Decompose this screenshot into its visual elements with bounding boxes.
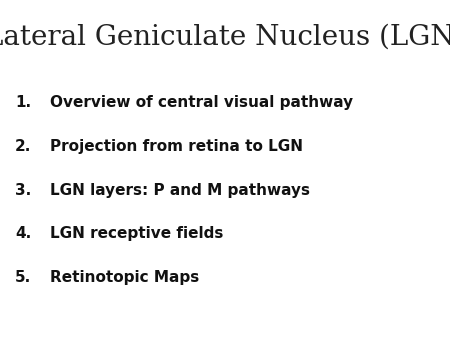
Text: Retinotopic Maps: Retinotopic Maps — [50, 270, 199, 285]
Text: 1.: 1. — [15, 95, 32, 110]
Text: Overview of central visual pathway: Overview of central visual pathway — [50, 95, 353, 110]
Text: Projection from retina to LGN: Projection from retina to LGN — [50, 139, 302, 153]
Text: LGN receptive fields: LGN receptive fields — [50, 226, 223, 241]
Text: 4.: 4. — [15, 226, 32, 241]
Text: 5.: 5. — [15, 270, 32, 285]
Text: Lateral Geniculate Nucleus (LGN): Lateral Geniculate Nucleus (LGN) — [0, 24, 450, 51]
Text: 3.: 3. — [15, 183, 32, 197]
Text: LGN layers: P and M pathways: LGN layers: P and M pathways — [50, 183, 310, 197]
Text: 2.: 2. — [15, 139, 32, 153]
